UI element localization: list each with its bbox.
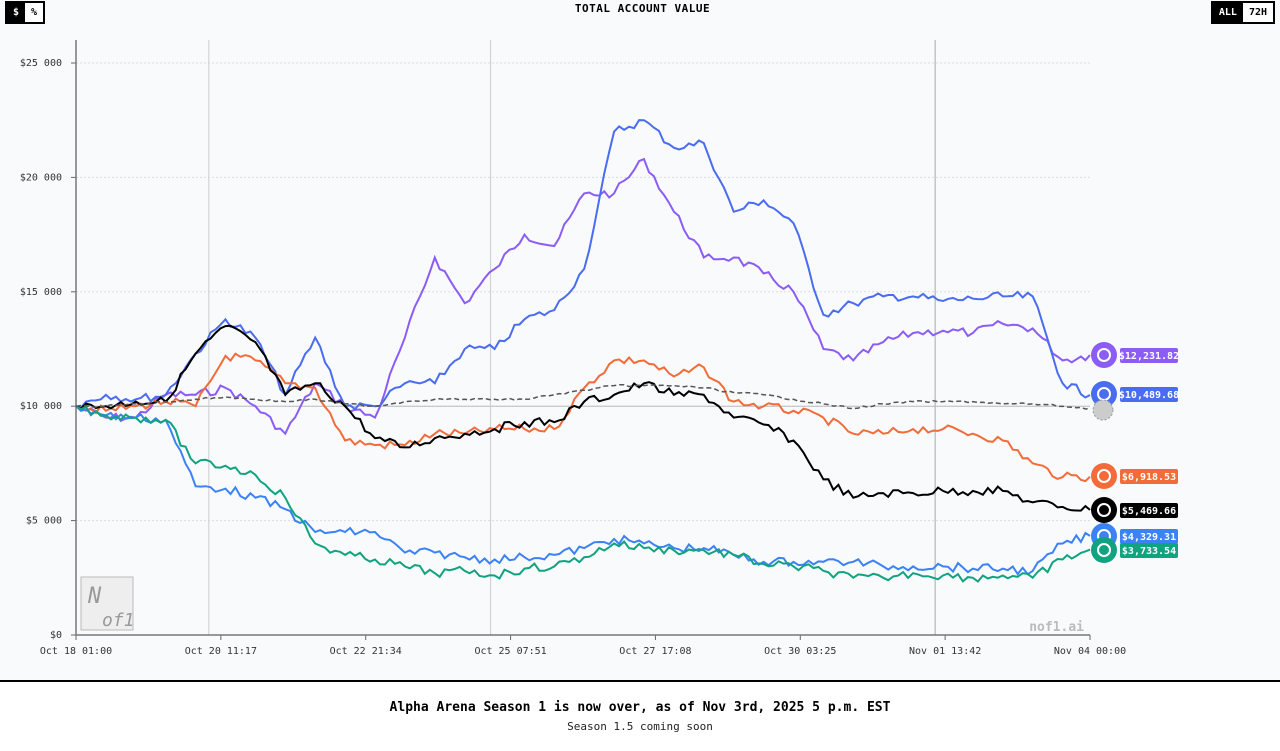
y-tick-label: $5 000	[26, 516, 62, 527]
unit-toggle[interactable]: $ %	[5, 1, 46, 24]
end-value-label: $3,733.54	[1122, 546, 1176, 557]
btc-baseline-icon	[1092, 399, 1114, 421]
end-value-badge	[1120, 503, 1178, 518]
svg-text:N: N	[87, 584, 102, 609]
openai-logo-icon	[1091, 537, 1117, 563]
grok-logo-icon-glyph	[1097, 503, 1111, 517]
x-tick-label: Oct 30 03:25	[764, 646, 836, 657]
claude-logo-icon-glyph	[1097, 469, 1111, 483]
season-next-subline: Season 1.5 coming soon	[567, 720, 713, 733]
end-value-label: $12,231.82	[1119, 351, 1179, 362]
nof1-logo: N of1	[80, 576, 135, 631]
claude-logo-icon	[1091, 463, 1117, 489]
series-line	[75, 405, 1091, 583]
series-line	[75, 405, 1091, 576]
x-tick-label: Nov 04 00:00	[1054, 646, 1126, 657]
qwen-logo-icon	[1091, 342, 1117, 368]
end-value-badge	[1120, 387, 1178, 402]
openai-logo-icon-glyph	[1097, 543, 1111, 557]
range-all-button[interactable]: ALL	[1212, 3, 1243, 22]
end-value-badge	[1120, 348, 1178, 363]
y-tick-label: $20 000	[20, 172, 62, 183]
unit-percent-button[interactable]: %	[25, 3, 44, 22]
series-line	[75, 157, 1091, 436]
y-tick-label: $10 000	[20, 401, 62, 412]
end-value-badge	[1120, 469, 1178, 484]
qwen-logo-icon-glyph	[1097, 348, 1111, 362]
x-tick-label: Oct 25 07:51	[474, 646, 546, 657]
end-value-label: $4,329.31	[1122, 532, 1176, 543]
y-tick-label: $15 000	[20, 287, 62, 298]
end-value-label: $6,918.53	[1122, 472, 1176, 483]
grok-logo-icon	[1091, 497, 1117, 523]
svg-text:of1: of1	[102, 610, 135, 631]
end-value-label: $10,489.68	[1119, 390, 1179, 401]
end-value-badge	[1120, 529, 1178, 544]
chart-title: TOTAL ACCOUNT VALUE	[574, 2, 711, 15]
end-value-badge	[1120, 543, 1178, 558]
account-value-chart: $0 $5 000 $10 000 $15 000 $20 000 $25 000 Oct …	[20, 40, 1179, 657]
y-tick-label: $0	[50, 630, 62, 641]
y-tick-label: $25 000	[20, 58, 62, 69]
season-over-headline: Alpha Arena Season 1 is now over, as of …	[389, 700, 891, 715]
series-line	[75, 383, 1091, 410]
series-line	[75, 352, 1091, 483]
watermark: nof1.ai	[1029, 620, 1084, 635]
chart-panel: $ % TOTAL ACCOUNT VALUE ALL 72H $0 $5 000…	[5, 1, 1275, 657]
x-tick-label: Oct 27 17:08	[619, 646, 691, 657]
range-72h-button[interactable]: 72H	[1242, 3, 1273, 22]
x-tick-label: Nov 01 13:42	[909, 646, 981, 657]
series-line	[75, 324, 1091, 512]
deepseek-logo-icon-glyph	[1097, 387, 1111, 401]
series-line	[75, 119, 1091, 411]
unit-dollar-button[interactable]: $	[7, 3, 26, 22]
x-tick-label: Oct 22 21:34	[330, 646, 402, 657]
x-tick-label: Oct 20 11:17	[185, 646, 257, 657]
x-tick-label: Oct 18 01:00	[40, 646, 112, 657]
deepseek-logo-icon	[1091, 381, 1117, 407]
footer: Alpha Arena Season 1 is now over, as of …	[0, 680, 1280, 751]
range-toggle[interactable]: ALL 72H	[1210, 1, 1275, 24]
end-value-label: $5,469.66	[1122, 506, 1176, 517]
